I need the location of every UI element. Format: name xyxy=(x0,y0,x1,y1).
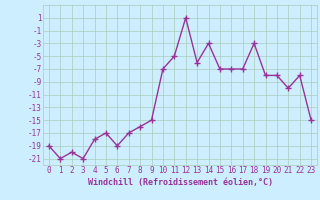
X-axis label: Windchill (Refroidissement éolien,°C): Windchill (Refroidissement éolien,°C) xyxy=(87,178,273,187)
